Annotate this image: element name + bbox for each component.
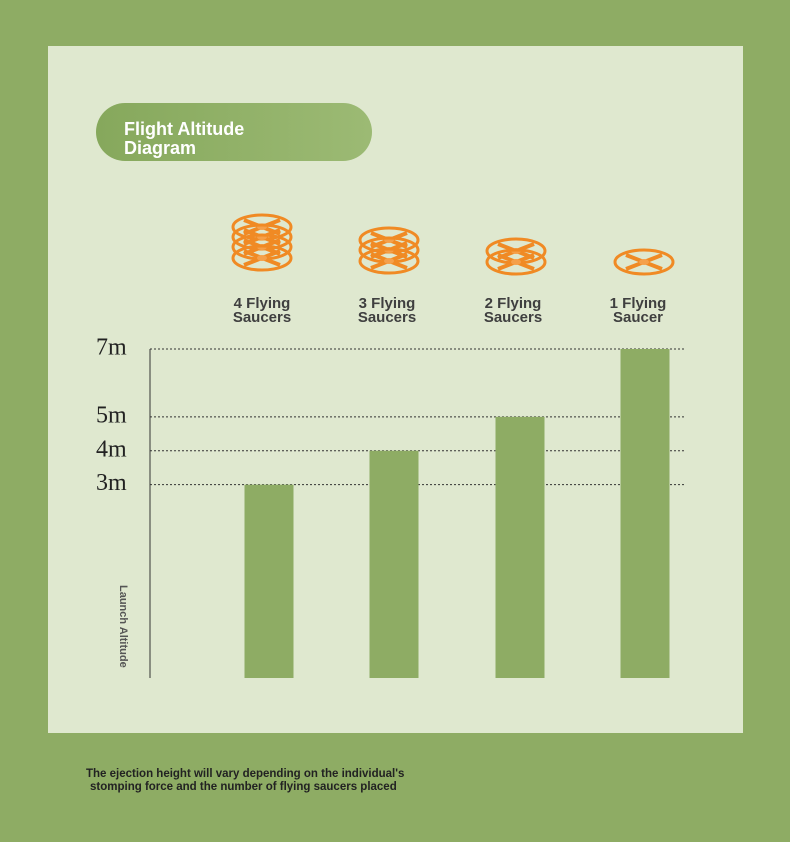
y-tick-label: 4m <box>96 436 127 462</box>
x-tick-label: 1 Flying Saucer <box>609 295 667 326</box>
y-tick-label: 3m <box>96 470 127 496</box>
bar <box>620 349 670 678</box>
y-tick-label: 5m <box>96 402 127 428</box>
title-pill <box>96 103 372 161</box>
footnote: The ejection height will vary depending … <box>86 768 405 780</box>
bar <box>244 484 294 678</box>
x-tick-label: 2 Flying Saucers <box>483 295 543 326</box>
y-tick-label: 7m <box>96 335 127 361</box>
bar <box>369 450 419 678</box>
x-tick-label: 4 Flying Saucers <box>232 295 292 326</box>
x-tick-label: 3 Flying Saucers <box>357 295 417 326</box>
bar <box>495 416 545 678</box>
chart-title: Flight Altitude Diagram <box>124 119 245 158</box>
footnote: stomping force and the number of flying … <box>90 781 397 793</box>
saucer-icons <box>231 213 675 276</box>
y-axis-label: Launch Altitude <box>117 585 129 668</box>
